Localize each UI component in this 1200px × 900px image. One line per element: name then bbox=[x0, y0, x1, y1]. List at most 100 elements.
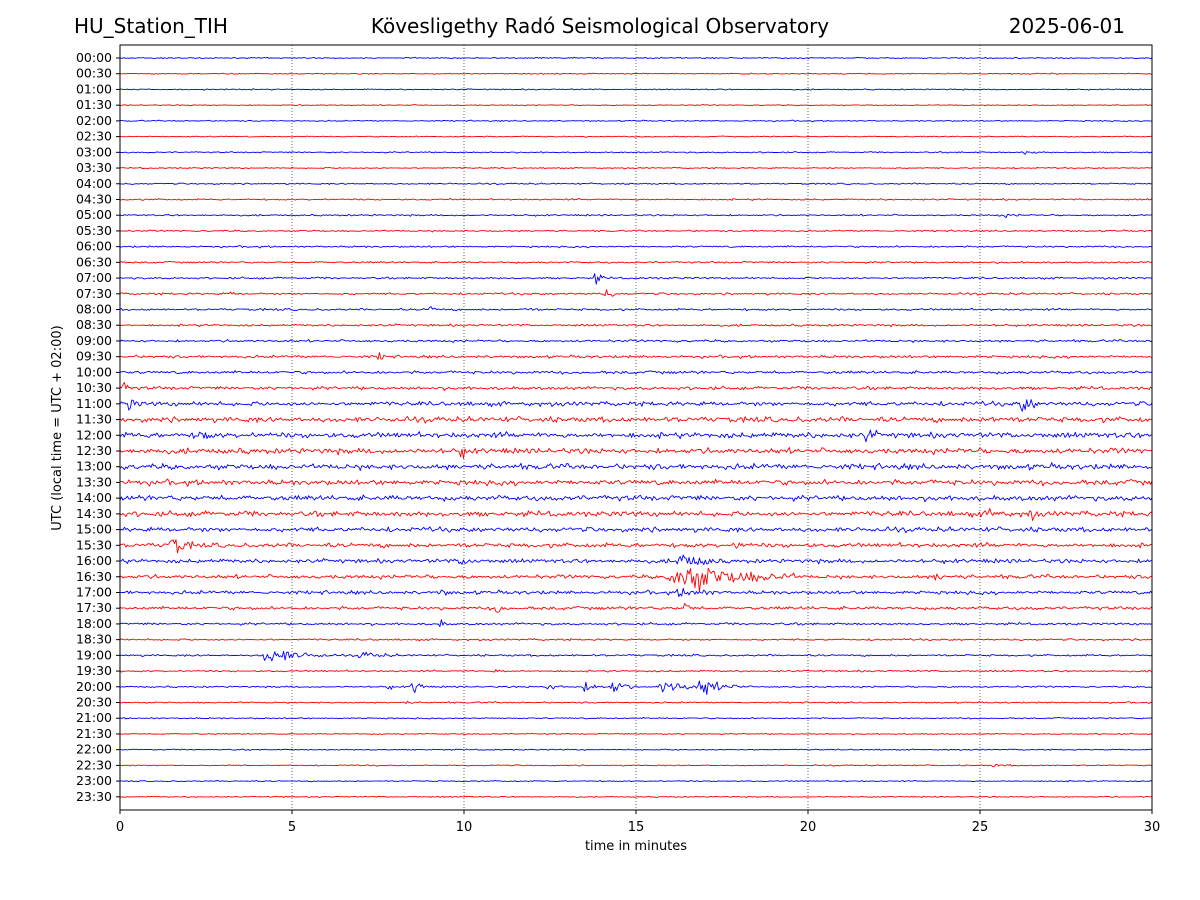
y-axis-label: UTC (local time = UTC + 02:00) bbox=[50, 325, 65, 530]
chart-title: Kövesligethy Radó Seismological Observat… bbox=[370, 14, 830, 38]
trace-1800 bbox=[119, 619, 1153, 628]
trace-0930 bbox=[119, 352, 1153, 360]
trace-1230 bbox=[119, 446, 1153, 459]
y-tick-label: 03:00 bbox=[76, 144, 112, 159]
trace-1700 bbox=[120, 587, 1153, 598]
y-tick-label: 00:00 bbox=[76, 50, 112, 65]
trace-2200 bbox=[119, 748, 1153, 751]
trace-1000 bbox=[119, 370, 1153, 375]
y-axis-ticks: 00:0000:3001:0001:3002:0002:3003:0003:30… bbox=[76, 50, 120, 804]
chart-date: 2025-06-01 bbox=[1008, 14, 1125, 38]
trace-1030 bbox=[119, 382, 1153, 391]
trace-0300 bbox=[120, 151, 1153, 155]
y-tick-label: 19:30 bbox=[76, 663, 112, 678]
y-tick-label: 02:00 bbox=[76, 113, 112, 128]
trace-0030 bbox=[119, 72, 1153, 75]
x-tick-label-30: 30 bbox=[1144, 820, 1161, 835]
trace-0630 bbox=[119, 260, 1152, 265]
trace-0830 bbox=[119, 323, 1153, 328]
x-tick-label-15: 15 bbox=[628, 820, 645, 835]
x-tick-label-10: 10 bbox=[456, 820, 473, 835]
y-tick-label: 15:00 bbox=[76, 522, 112, 537]
trace-1930 bbox=[119, 669, 1153, 673]
y-tick-label: 09:30 bbox=[76, 349, 112, 364]
trace-1730 bbox=[119, 602, 1153, 613]
trace-0900 bbox=[119, 339, 1153, 343]
y-tick-label: 02:30 bbox=[76, 129, 112, 144]
y-tick-label: 23:00 bbox=[76, 773, 112, 788]
y-tick-label: 19:00 bbox=[76, 647, 112, 662]
x-axis-label: time in minutes bbox=[585, 839, 687, 854]
y-tick-label: 22:00 bbox=[76, 742, 112, 757]
y-tick-label: 21:00 bbox=[76, 710, 112, 725]
y-tick-label: 08:00 bbox=[76, 302, 112, 317]
trace-1830 bbox=[119, 638, 1153, 642]
y-tick-label: 03:30 bbox=[76, 160, 112, 175]
trace-0730 bbox=[119, 289, 1153, 297]
y-tick-label: 07:30 bbox=[76, 286, 112, 301]
trace-0400 bbox=[120, 182, 1153, 186]
y-tick-label: 05:00 bbox=[76, 207, 112, 222]
trace-0500 bbox=[119, 213, 1153, 219]
y-tick-label: 11:30 bbox=[76, 412, 112, 427]
y-tick-label: 05:30 bbox=[76, 223, 112, 238]
trace-0800 bbox=[119, 306, 1153, 312]
trace-1400 bbox=[119, 494, 1153, 503]
y-tick-label: 17:30 bbox=[76, 600, 112, 615]
trace-1330 bbox=[119, 478, 1153, 487]
y-tick-label: 14:30 bbox=[76, 506, 112, 521]
y-tick-label: 07:00 bbox=[76, 270, 112, 285]
trace-2030 bbox=[119, 700, 1153, 705]
y-tick-label: 16:00 bbox=[76, 553, 112, 568]
trace-1530 bbox=[119, 539, 1153, 554]
y-tick-label: 21:30 bbox=[76, 726, 112, 741]
y-tick-label: 08:30 bbox=[76, 317, 112, 332]
y-tick-label: 13:30 bbox=[76, 474, 112, 489]
y-tick-label: 22:30 bbox=[76, 757, 112, 772]
y-tick-label: 20:30 bbox=[76, 695, 112, 710]
y-tick-label: 04:00 bbox=[76, 176, 112, 191]
y-tick-label: 01:00 bbox=[76, 81, 112, 96]
grid-lines bbox=[291, 45, 981, 810]
trace-1600 bbox=[119, 554, 1153, 566]
y-tick-label: 09:00 bbox=[76, 333, 112, 348]
trace-0530 bbox=[119, 229, 1153, 233]
trace-0230 bbox=[119, 135, 1153, 138]
trace-0330 bbox=[119, 166, 1153, 170]
trace-1430 bbox=[119, 508, 1153, 521]
y-tick-label: 20:00 bbox=[76, 679, 112, 694]
y-tick-label: 06:30 bbox=[76, 254, 112, 269]
trace-0700 bbox=[120, 273, 1153, 285]
x-tick-label-5: 5 bbox=[288, 820, 296, 835]
seismic-traces bbox=[119, 56, 1153, 799]
trace-2300 bbox=[119, 779, 1153, 783]
x-tick-label-0: 0 bbox=[116, 820, 124, 835]
trace-2000 bbox=[119, 680, 1153, 695]
trace-0000 bbox=[119, 56, 1153, 60]
trace-2130 bbox=[119, 732, 1153, 736]
y-tick-label: 18:30 bbox=[76, 632, 112, 647]
trace-1200 bbox=[119, 429, 1152, 443]
station-name: HU_Station_TIH bbox=[74, 14, 228, 38]
trace-0600 bbox=[119, 245, 1153, 249]
y-tick-label: 00:30 bbox=[76, 66, 112, 81]
y-tick-label: 10:30 bbox=[76, 380, 112, 395]
y-tick-label: 10:00 bbox=[76, 364, 112, 379]
trace-0100 bbox=[119, 88, 1153, 91]
y-tick-label: 13:00 bbox=[76, 459, 112, 474]
y-tick-label: 16:30 bbox=[76, 569, 112, 584]
x-tick-label-20: 20 bbox=[800, 820, 817, 835]
trace-2100 bbox=[119, 716, 1152, 720]
trace-0430 bbox=[119, 197, 1153, 201]
trace-2330 bbox=[120, 795, 1153, 799]
y-tick-label: 14:00 bbox=[76, 490, 112, 505]
y-tick-label: 04:30 bbox=[76, 191, 112, 206]
y-tick-label: 15:30 bbox=[76, 537, 112, 552]
trace-0200 bbox=[119, 119, 1153, 123]
trace-1100 bbox=[119, 399, 1153, 412]
trace-1130 bbox=[119, 415, 1153, 424]
trace-1630 bbox=[119, 567, 1153, 593]
y-tick-label: 18:00 bbox=[76, 616, 112, 631]
x-axis-ticks: 0 5 10 15 20 25 30 bbox=[116, 810, 1160, 835]
